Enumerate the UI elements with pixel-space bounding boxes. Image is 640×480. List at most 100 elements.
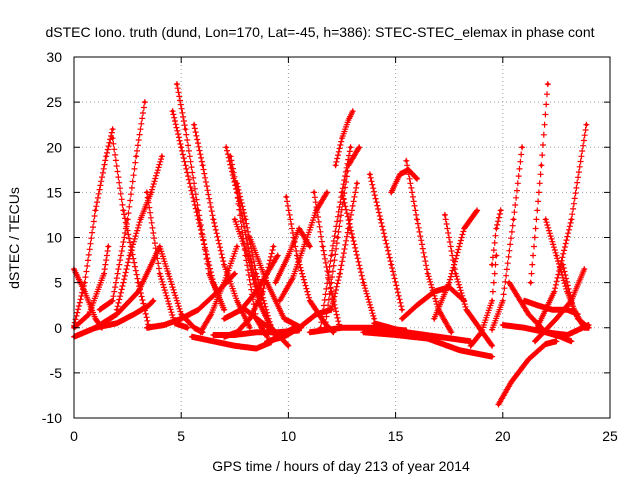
data-point	[87, 312, 91, 316]
data-point	[351, 235, 355, 240]
data-series	[306, 324, 410, 336]
data-point	[271, 244, 275, 249]
data-point	[346, 163, 351, 167]
data-point	[273, 281, 278, 285]
data-series	[527, 81, 551, 286]
data-point	[254, 330, 258, 334]
data-point	[265, 339, 269, 343]
data-point	[115, 321, 119, 325]
chart-title: dSTEC Iono. truth (dund, Lon=170, Lat=-4…	[45, 24, 594, 40]
data-point	[233, 344, 237, 348]
data-point	[136, 281, 140, 285]
data-point	[286, 253, 290, 258]
data-point	[183, 127, 188, 131]
data-point	[83, 290, 87, 294]
data-series	[489, 207, 504, 268]
data-point	[286, 344, 290, 348]
data-point	[490, 344, 494, 348]
data-point	[340, 190, 344, 194]
data-point	[561, 262, 565, 267]
data-point	[338, 272, 342, 276]
data-series	[489, 144, 526, 333]
y-tick-label: 10	[46, 230, 62, 246]
data-point	[415, 177, 419, 181]
data-point	[496, 402, 501, 407]
data-series	[246, 234, 305, 331]
data-point	[243, 217, 248, 222]
data-point	[83, 281, 87, 285]
data-series	[191, 121, 253, 331]
data-series	[467, 252, 500, 349]
data-point	[128, 253, 132, 258]
data-series	[366, 171, 405, 313]
data-point	[586, 323, 591, 327]
data-point	[529, 281, 533, 285]
data-point	[222, 317, 226, 321]
data-point	[526, 312, 531, 316]
series-markers	[489, 207, 504, 268]
y-tick-label: -10	[42, 410, 62, 426]
data-point	[149, 190, 153, 194]
data-point	[499, 208, 503, 213]
series-markers	[143, 189, 191, 331]
data-point	[447, 281, 451, 285]
series-markers	[339, 189, 378, 322]
data-point	[291, 276, 295, 280]
y-tick-label: 15	[46, 184, 62, 200]
data-point	[400, 308, 404, 312]
data-point	[209, 312, 213, 316]
series-markers	[366, 171, 405, 313]
x-tick-label: 20	[495, 428, 511, 444]
data-layer	[71, 81, 592, 408]
data-point	[501, 323, 505, 327]
series-markers	[527, 81, 551, 286]
data-series	[109, 135, 152, 331]
data-point	[278, 299, 282, 303]
data-point	[284, 195, 288, 199]
data-point	[254, 272, 258, 276]
data-point	[138, 217, 143, 222]
data-point	[136, 290, 140, 294]
data-point	[469, 344, 473, 348]
data-point	[104, 154, 108, 158]
data-point	[145, 190, 149, 194]
data-point	[394, 333, 398, 337]
x-tick-label: 10	[281, 428, 297, 444]
data-point	[224, 145, 228, 149]
data-series	[197, 243, 240, 336]
data-point	[145, 326, 149, 330]
data-point	[166, 272, 170, 276]
data-point	[93, 208, 98, 213]
x-tick-label: 15	[388, 428, 404, 444]
data-point	[235, 244, 239, 249]
data-point	[520, 145, 524, 149]
data-point	[110, 136, 115, 140]
x-tick-label: 0	[70, 428, 78, 444]
data-point	[511, 217, 516, 222]
data-point	[179, 312, 183, 316]
data-point	[400, 317, 404, 321]
data-point	[357, 145, 361, 149]
data-point	[372, 326, 376, 330]
data-series	[221, 252, 281, 322]
data-point	[571, 308, 576, 312]
data-point	[321, 244, 325, 249]
series-markers	[499, 322, 592, 338]
data-point	[325, 190, 329, 194]
data-point	[415, 217, 419, 222]
data-point	[449, 330, 453, 334]
data-point	[582, 267, 586, 271]
data-point	[134, 154, 138, 158]
data-point	[297, 326, 301, 330]
data-point	[479, 330, 483, 334]
data-series	[403, 157, 455, 336]
data-point	[490, 327, 494, 332]
data-point	[243, 308, 248, 312]
data-point	[554, 253, 559, 258]
y-tick-label: 20	[46, 139, 62, 155]
data-point	[544, 342, 548, 346]
data-point	[265, 281, 269, 285]
x-axis-label: GPS time / hours of day 213 of year 2014	[212, 458, 470, 474]
data-point	[404, 328, 408, 333]
y-tick-label: 25	[46, 94, 62, 110]
